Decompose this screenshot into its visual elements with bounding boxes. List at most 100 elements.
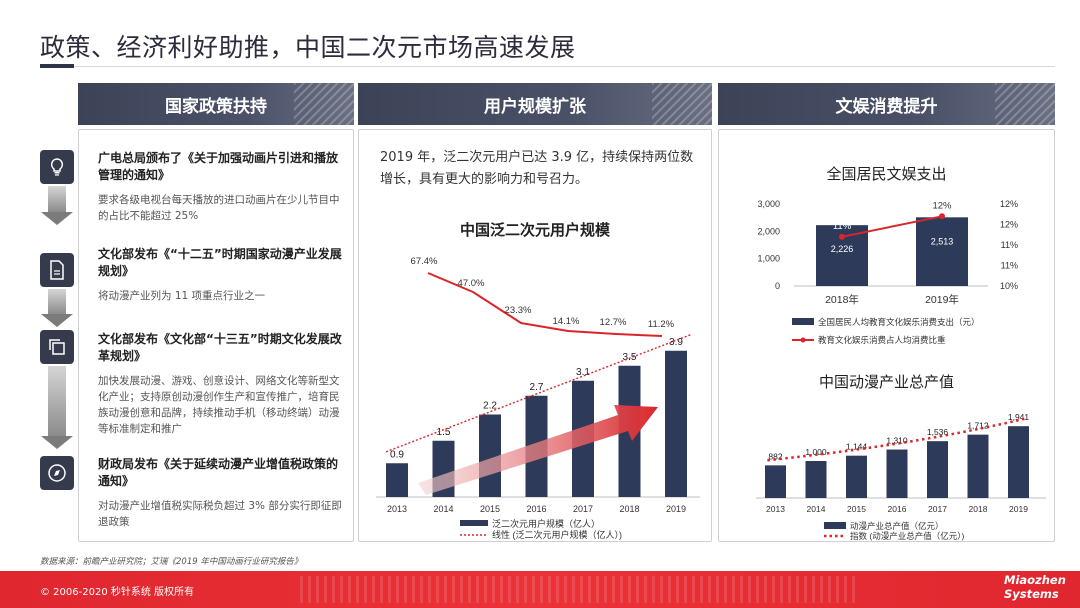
- bar-value-label: 1,144: [846, 442, 868, 452]
- bar-value-label: 1,000: [805, 447, 827, 457]
- policy-item: 财政局发布《关于延续动漫产业增值税政策的通知》 对动漫产业增值税实际税负超过 3…: [98, 456, 343, 530]
- x-tick-label: 2018: [969, 504, 988, 514]
- legend-swatch-bar: [824, 522, 846, 529]
- bar-value-label: 2,513: [931, 236, 954, 246]
- bar-value-label: 3.1: [576, 367, 590, 378]
- x-tick-label: 2018: [619, 504, 639, 514]
- x-tick-label: 2019: [1009, 504, 1028, 514]
- x-tick-label: 2015: [480, 504, 500, 514]
- y-right-tick-label: 11%: [1001, 261, 1018, 271]
- output-chart: 882 2013 1,000 2014 1,144 2015 1,310 2016 1,536 2…: [756, 412, 1046, 541]
- footer-pattern: [300, 576, 860, 603]
- policy-heading: 文化部发布《文化部“十三五”时期文化发展改革规划》: [98, 332, 342, 363]
- policy-panel-header: 国家政策扶持: [78, 83, 354, 125]
- policy-timeline: [40, 150, 76, 500]
- legend-label: 全国居民人均教育文化娱乐消费支出（元）: [818, 317, 980, 327]
- policy-body: 加快发展动漫、游戏、创意设计、网络文化等新型文化产业；支持原创动漫创作生产和宣传…: [98, 375, 340, 435]
- x-tick-label: 2017: [573, 504, 593, 514]
- ratio-point: [839, 233, 845, 240]
- policy-panel-title: 国家政策扶持: [165, 96, 267, 117]
- ratio-line: [841, 215, 943, 238]
- legend-label: 线性 (泛二次元用户规模（亿人）): [492, 529, 622, 540]
- growth-arrow-icon: [418, 405, 658, 495]
- title-accent-bar: [40, 64, 74, 68]
- bar: [927, 441, 948, 498]
- trendline: [385, 333, 692, 453]
- bar-value-label: 3.5: [623, 352, 637, 363]
- spending-panel: [718, 129, 1055, 542]
- policy-panel: [78, 129, 354, 542]
- y-left-tick-label: 3,000: [757, 199, 780, 209]
- policy-item: 文化部发布《文化部“十三五”时期文化发展改革规划》 加快发展动漫、游戏、创意设计…: [98, 331, 343, 437]
- policy-body: 对动漫产业增值税实际税负超过 3% 部分实行即征即退政策: [98, 500, 342, 528]
- bar-value-label: 1,712: [967, 421, 989, 431]
- title-divider: [40, 66, 1055, 67]
- growth-rate-label: 67.4%: [411, 256, 438, 267]
- logo-line-1: Miaozhen: [1004, 573, 1066, 587]
- bar-value-label: 2,226: [831, 244, 854, 254]
- bar-value-label: 1,310: [886, 436, 908, 446]
- policy-body: 将动漫产业列为 11 项重点行业之一: [98, 290, 266, 302]
- ratio-label: 11%: [833, 221, 852, 232]
- x-tick-label: 2018年: [825, 293, 859, 306]
- x-tick-label: 2016: [888, 504, 907, 514]
- x-tick-label: 2019年: [925, 293, 959, 306]
- lightbulb-icon: [40, 150, 74, 184]
- compass-icon: [40, 456, 74, 490]
- source-note: 数据来源：前瞻产业研究院；艾瑞《2019 年中国动画行业研究报告》: [40, 557, 303, 567]
- footer-bar: © 2006-2020 秒针系统 版权所有 Miaozhen Systems: [0, 571, 1080, 608]
- bar: [967, 434, 989, 498]
- company-logo: Miaozhen Systems: [1004, 573, 1066, 601]
- legend-swatch-bar: [460, 520, 488, 526]
- bar-value-label: 1,941: [1008, 412, 1030, 422]
- growth-rate-label: 14.1%: [553, 316, 580, 327]
- bar: [479, 414, 501, 497]
- legend-label: 动漫产业总产值（亿元）: [850, 521, 944, 531]
- document-icon: [40, 253, 74, 287]
- users-chart: 0.9 2013 1.5 2014 2.2 2015 2.7 2016 3.1 2017 3.5 20…: [376, 256, 700, 540]
- bar: [846, 455, 867, 498]
- y-right-tick-label: 11%: [1001, 240, 1018, 250]
- bar: [665, 350, 687, 497]
- bar-value-label: 1,536: [927, 427, 949, 437]
- spending-chart: 3,000 2,000 1,000 0 12% 12% 11% 11% 10% 2,226 2018…: [757, 199, 1018, 345]
- output-chart-title: 中国动漫产业总产值: [818, 373, 954, 391]
- policy-heading: 财政局发布《关于延续动漫产业增值税政策的通知》: [98, 457, 339, 488]
- bar: [805, 461, 827, 498]
- bar-value-label: 0.9: [390, 449, 404, 460]
- growth-rate-line: [427, 272, 663, 337]
- down-arrow-icon: [41, 186, 73, 225]
- y-right-tick-label: 12%: [1000, 199, 1018, 209]
- legend-label: 泛二次元用户规模（亿人）: [492, 518, 600, 529]
- bar-value-label: 2.2: [483, 401, 497, 412]
- ratio-label: 12%: [932, 200, 952, 211]
- users-panel-header: 用户规模扩张: [358, 83, 712, 125]
- growth-rate-label: 23.3%: [505, 305, 532, 316]
- spending-panel-title: 文娱消费提升: [835, 96, 938, 117]
- x-tick-label: 2016: [526, 504, 546, 514]
- legend-swatch-point: [800, 337, 806, 343]
- policy-heading: 文化部发布《“十二五”时期国家动漫产业发展规划》: [98, 247, 342, 278]
- users-panel: [358, 129, 712, 542]
- policy-body: 要求各级电视台每天播放的进口动画片在少儿节目中的占比不能超过 25%: [98, 194, 340, 222]
- y-right-tick-label: 10%: [1000, 281, 1018, 291]
- bar-value-label: 2.7: [530, 382, 544, 393]
- page-title: 政策、经济利好助推，中国二次元市场高速发展: [40, 33, 576, 62]
- y-left-tick-label: 1,000: [757, 254, 780, 264]
- x-tick-label: 2019: [666, 504, 686, 514]
- growth-rate-label: 12.7%: [600, 317, 627, 328]
- y-right-tick-label: 12%: [1000, 220, 1018, 230]
- policy-item: 广电总局颁布了《关于加强动画片引进和播放管理的通知》 要求各级电视台每天播放的进…: [98, 150, 343, 224]
- x-tick-label: 2013: [387, 504, 407, 514]
- policy-heading: 广电总局颁布了《关于加强动画片引进和播放管理的通知》: [98, 151, 339, 182]
- bar: [916, 217, 968, 286]
- legend-label: 指数 (动漫产业总产值（亿元）): [850, 531, 964, 541]
- down-arrow-icon: [41, 366, 73, 449]
- bar: [886, 449, 908, 498]
- bar: [386, 463, 408, 497]
- bar: [1008, 426, 1029, 498]
- y-left-tick-label: 2,000: [757, 226, 780, 236]
- x-tick-label: 2014: [807, 504, 826, 514]
- bar-value-label: 1.5: [437, 427, 451, 438]
- x-tick-label: 2014: [433, 504, 453, 514]
